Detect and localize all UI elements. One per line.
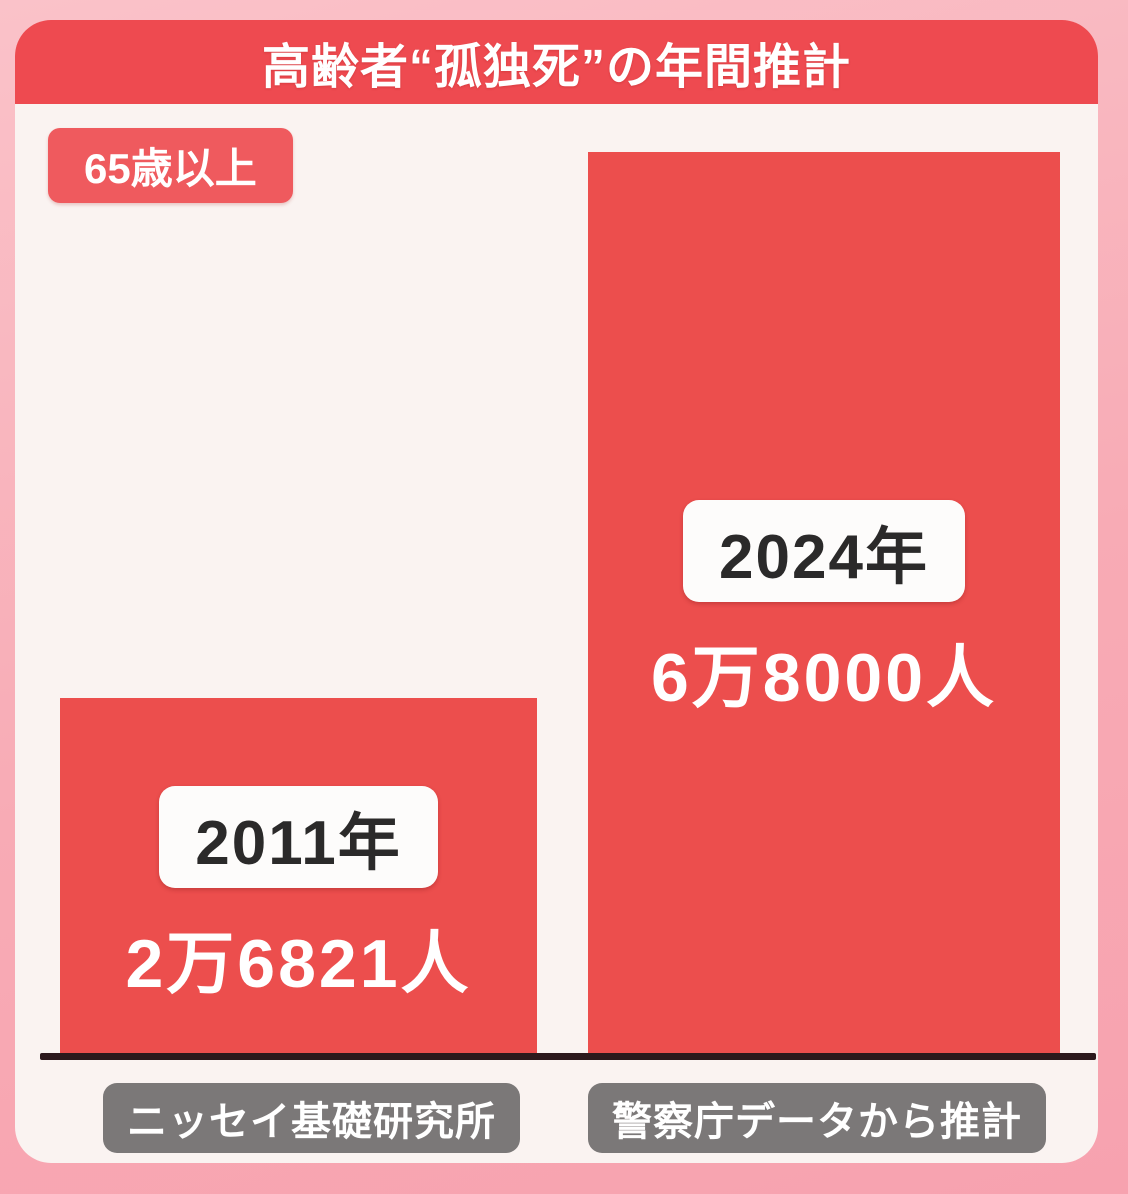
- chart-card: 高齢者“孤独死”の年間推計 65歳以上 2011年 2万6821人 2024年 …: [15, 20, 1098, 1163]
- chart-baseline: [40, 1053, 1096, 1060]
- value-label-2011: 2万6821人: [125, 926, 472, 1002]
- source-badge-nissei: ニッセイ基礎研究所: [103, 1083, 520, 1153]
- year-label-box-2024: 2024年: [683, 500, 965, 602]
- year-label-2024: 2024年: [719, 523, 929, 592]
- bar-2024: 2024年 6万8000人: [588, 152, 1060, 1053]
- year-label-box-2011: 2011年: [159, 786, 438, 888]
- value-label-2024: 6万8000人: [650, 640, 998, 716]
- title-band: 高齢者“孤独死”の年間推計: [15, 20, 1098, 104]
- source-label-police: 警察庁データから推計: [612, 1100, 1022, 1144]
- bar-2011: 2011年 2万6821人: [60, 698, 537, 1053]
- chart-title: 高齢者“孤独死”の年間推計: [261, 41, 851, 94]
- source-badge-police: 警察庁データから推計: [588, 1083, 1046, 1153]
- source-label-nissei: ニッセイ基礎研究所: [127, 1100, 496, 1144]
- age-group-label: 65歳以上: [84, 145, 257, 192]
- year-label-2011: 2011年: [195, 809, 402, 878]
- age-group-badge: 65歳以上: [48, 128, 293, 203]
